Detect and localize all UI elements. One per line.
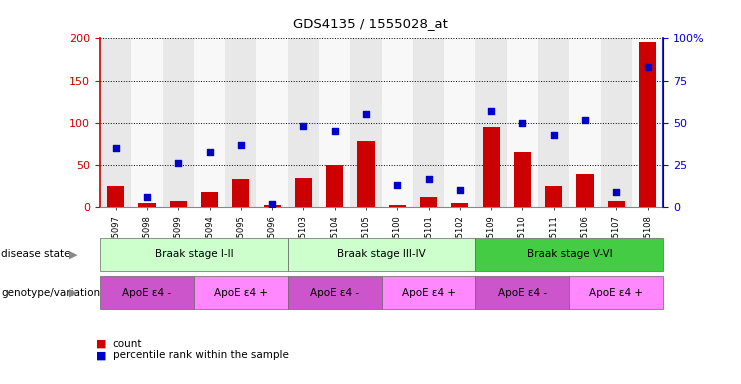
- Point: [642, 64, 654, 70]
- Bar: [139, 203, 156, 207]
- Point: [110, 145, 122, 151]
- Bar: [225, 38, 256, 207]
- Bar: [232, 179, 250, 207]
- Bar: [538, 38, 569, 207]
- Point: [141, 194, 153, 200]
- Point: [204, 149, 216, 155]
- Text: Braak stage III-IV: Braak stage III-IV: [337, 249, 426, 260]
- Bar: [326, 165, 343, 207]
- Text: ApoE ε4 -: ApoE ε4 -: [310, 288, 359, 298]
- Text: ApoE ε4 +: ApoE ε4 +: [402, 288, 456, 298]
- Bar: [107, 186, 124, 207]
- Bar: [476, 38, 507, 207]
- Bar: [319, 38, 350, 207]
- Bar: [162, 38, 194, 207]
- Bar: [576, 174, 594, 207]
- Bar: [608, 202, 625, 207]
- Bar: [201, 192, 218, 207]
- Point: [454, 187, 466, 194]
- Text: ■: ■: [96, 350, 107, 360]
- Text: ApoE ε4 +: ApoE ε4 +: [214, 288, 268, 298]
- Text: count: count: [113, 339, 142, 349]
- Bar: [639, 42, 657, 207]
- Bar: [170, 202, 187, 207]
- Text: percentile rank within the sample: percentile rank within the sample: [113, 350, 288, 360]
- Text: ApoE ε4 -: ApoE ε4 -: [498, 288, 547, 298]
- Point: [579, 116, 591, 122]
- Bar: [413, 38, 444, 207]
- Text: ApoE ε4 -: ApoE ε4 -: [122, 288, 171, 298]
- Bar: [256, 38, 288, 207]
- Text: ▶: ▶: [69, 288, 77, 298]
- Bar: [350, 38, 382, 207]
- Point: [360, 111, 372, 118]
- Point: [485, 108, 497, 114]
- Bar: [295, 178, 312, 207]
- Bar: [545, 186, 562, 207]
- Bar: [507, 38, 538, 207]
- Bar: [482, 127, 499, 207]
- Point: [391, 182, 403, 189]
- Text: ■: ■: [96, 339, 107, 349]
- Text: Braak stage V-VI: Braak stage V-VI: [527, 249, 612, 260]
- Point: [422, 175, 434, 182]
- Bar: [514, 152, 531, 207]
- Bar: [451, 203, 468, 207]
- Bar: [100, 38, 131, 207]
- Bar: [357, 141, 375, 207]
- Text: disease state: disease state: [1, 249, 71, 260]
- Bar: [569, 38, 601, 207]
- Point: [297, 123, 309, 129]
- Text: genotype/variation: genotype/variation: [1, 288, 101, 298]
- Bar: [444, 38, 476, 207]
- Point: [173, 161, 185, 167]
- Point: [548, 132, 559, 138]
- Bar: [131, 38, 162, 207]
- Bar: [288, 38, 319, 207]
- Point: [266, 201, 278, 207]
- Text: ApoE ε4 +: ApoE ε4 +: [589, 288, 643, 298]
- Bar: [264, 205, 281, 207]
- Text: Braak stage I-II: Braak stage I-II: [155, 249, 233, 260]
- Point: [235, 142, 247, 148]
- Point: [329, 128, 341, 134]
- Bar: [194, 38, 225, 207]
- Bar: [382, 38, 413, 207]
- Bar: [632, 38, 663, 207]
- Point: [516, 120, 528, 126]
- Text: ▶: ▶: [69, 249, 77, 260]
- Bar: [389, 205, 406, 207]
- Bar: [420, 197, 437, 207]
- Text: GDS4135 / 1555028_at: GDS4135 / 1555028_at: [293, 17, 448, 30]
- Point: [611, 189, 622, 195]
- Bar: [601, 38, 632, 207]
